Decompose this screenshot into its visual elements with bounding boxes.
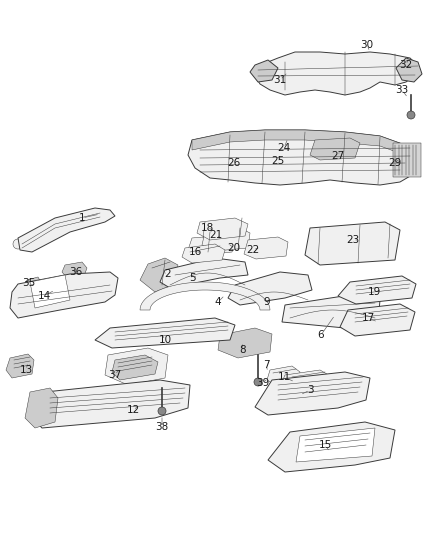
Polygon shape — [140, 258, 178, 292]
Polygon shape — [310, 138, 360, 160]
Polygon shape — [10, 272, 118, 318]
Polygon shape — [62, 262, 87, 278]
Text: 22: 22 — [246, 245, 260, 255]
Text: 26: 26 — [227, 158, 240, 168]
Text: 14: 14 — [37, 291, 51, 301]
Polygon shape — [280, 370, 332, 394]
Text: 38: 38 — [155, 422, 169, 432]
Polygon shape — [338, 276, 416, 304]
Text: 29: 29 — [389, 158, 402, 168]
Circle shape — [228, 339, 236, 347]
Text: 5: 5 — [189, 273, 195, 283]
Polygon shape — [218, 328, 272, 358]
Text: 4: 4 — [215, 297, 221, 307]
Polygon shape — [268, 422, 395, 472]
Polygon shape — [6, 354, 34, 378]
Polygon shape — [255, 372, 370, 415]
Polygon shape — [112, 355, 158, 380]
Text: 8: 8 — [240, 345, 246, 355]
Polygon shape — [250, 60, 278, 82]
Text: 25: 25 — [272, 156, 285, 166]
Text: 15: 15 — [318, 440, 332, 450]
Text: 23: 23 — [346, 235, 360, 245]
Polygon shape — [202, 228, 250, 251]
Polygon shape — [192, 130, 405, 155]
Text: 16: 16 — [188, 247, 201, 257]
Text: 37: 37 — [108, 370, 122, 380]
Polygon shape — [267, 366, 300, 385]
Bar — [393, 143, 421, 177]
Text: 21: 21 — [209, 230, 223, 240]
Text: 39: 39 — [256, 378, 270, 388]
Polygon shape — [255, 52, 418, 95]
Text: 2: 2 — [165, 269, 171, 279]
Text: 20: 20 — [227, 243, 240, 253]
Circle shape — [13, 239, 23, 249]
Circle shape — [254, 378, 262, 386]
Text: 17: 17 — [361, 313, 374, 323]
Text: 36: 36 — [69, 267, 83, 277]
Text: 3: 3 — [307, 385, 313, 395]
Polygon shape — [305, 222, 400, 265]
Polygon shape — [23, 277, 42, 294]
Polygon shape — [140, 282, 270, 310]
Text: 33: 33 — [396, 85, 409, 95]
Circle shape — [254, 336, 262, 344]
Text: 27: 27 — [332, 151, 345, 161]
Polygon shape — [105, 348, 168, 385]
Polygon shape — [160, 258, 248, 288]
Text: 13: 13 — [19, 365, 32, 375]
Text: 6: 6 — [318, 330, 324, 340]
Text: 32: 32 — [399, 60, 413, 70]
Polygon shape — [25, 388, 58, 428]
Polygon shape — [228, 272, 312, 305]
Text: 18: 18 — [200, 223, 214, 233]
Polygon shape — [30, 275, 70, 308]
Polygon shape — [396, 58, 422, 82]
Text: 12: 12 — [127, 405, 140, 415]
Polygon shape — [282, 295, 380, 328]
Text: 35: 35 — [22, 278, 35, 288]
Polygon shape — [340, 304, 415, 336]
Polygon shape — [30, 380, 190, 428]
Text: 24: 24 — [277, 143, 291, 153]
Text: 19: 19 — [367, 287, 381, 297]
Polygon shape — [188, 130, 415, 185]
Text: 1: 1 — [79, 213, 85, 223]
Text: 31: 31 — [273, 75, 286, 85]
Polygon shape — [182, 244, 225, 263]
Polygon shape — [296, 428, 375, 462]
Text: 11: 11 — [277, 372, 291, 382]
Circle shape — [158, 407, 166, 415]
Polygon shape — [244, 237, 288, 259]
Text: 9: 9 — [264, 297, 270, 307]
Polygon shape — [197, 218, 248, 240]
Text: 10: 10 — [159, 335, 172, 345]
Polygon shape — [188, 235, 235, 255]
Text: 7: 7 — [263, 360, 269, 370]
Polygon shape — [18, 208, 115, 252]
Polygon shape — [95, 318, 235, 348]
Circle shape — [407, 111, 415, 119]
Text: 30: 30 — [360, 40, 374, 50]
